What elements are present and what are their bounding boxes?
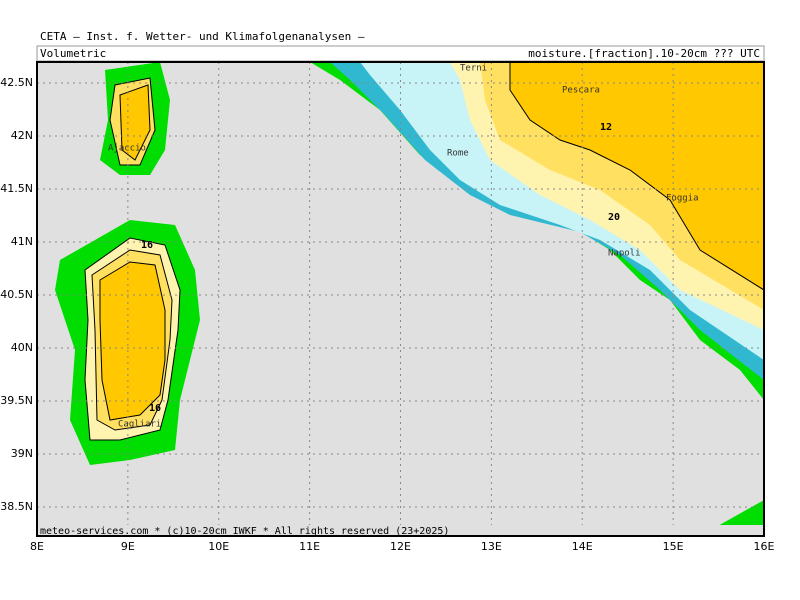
contour-label: 12 bbox=[600, 122, 612, 133]
lon-tick-label: 11E bbox=[299, 540, 320, 553]
city-label: Foggia bbox=[666, 194, 699, 204]
footer-band bbox=[37, 525, 764, 536]
variable: Volumetric bbox=[40, 47, 106, 60]
contour-label: 20 bbox=[608, 212, 620, 223]
lon-tick-label: 14E bbox=[572, 540, 593, 553]
city-label: Terni bbox=[460, 64, 487, 74]
lat-tick-label: 39N bbox=[11, 447, 33, 460]
lat-tick-label: 41.5N bbox=[0, 182, 33, 195]
lat-tick-label: 41N bbox=[11, 235, 33, 248]
lat-tick-label: 42.5N bbox=[0, 76, 33, 89]
lon-tick-label: 10E bbox=[208, 540, 229, 553]
lat-tick-label: 38.5N bbox=[0, 500, 33, 513]
city-label: Pescara bbox=[562, 86, 600, 96]
lon-tick-label: 15E bbox=[663, 540, 684, 553]
lon-tick-label: 16E bbox=[754, 540, 775, 553]
lon-tick-label: 13E bbox=[481, 540, 502, 553]
map: Terni Pescara Rome Foggia Napoli Ajaccio Cagli… bbox=[37, 62, 764, 537]
title: CETA — Inst. f. Wetter- und Klimafolgena… bbox=[40, 30, 365, 43]
band bbox=[509, 62, 764, 291]
band bbox=[99, 261, 166, 421]
lon-tick-label: 8E bbox=[30, 540, 44, 553]
lon-tick-label: 9E bbox=[121, 540, 135, 553]
lat-tick-label: 39.5N bbox=[0, 394, 33, 407]
contour-label: 16 bbox=[141, 240, 153, 251]
lon-tick-label: 12E bbox=[390, 540, 411, 553]
city-label: Cagliari bbox=[118, 420, 161, 430]
city-label: Rome bbox=[447, 149, 469, 159]
lat-tick-label: 40N bbox=[11, 341, 33, 354]
contour-label: 16 bbox=[149, 403, 161, 414]
city-label: Ajaccio bbox=[108, 144, 146, 154]
footer: meteo-services.com * (c)10-20cm IWKF * A… bbox=[40, 526, 449, 537]
frame bbox=[36, 61, 765, 537]
city-label: Napoli bbox=[608, 249, 641, 259]
field: moisture.[fraction].10-20cm ??? UTC bbox=[528, 47, 760, 60]
lat-tick-label: 40.5N bbox=[0, 288, 33, 301]
lat-tick-label: 42N bbox=[11, 129, 33, 142]
